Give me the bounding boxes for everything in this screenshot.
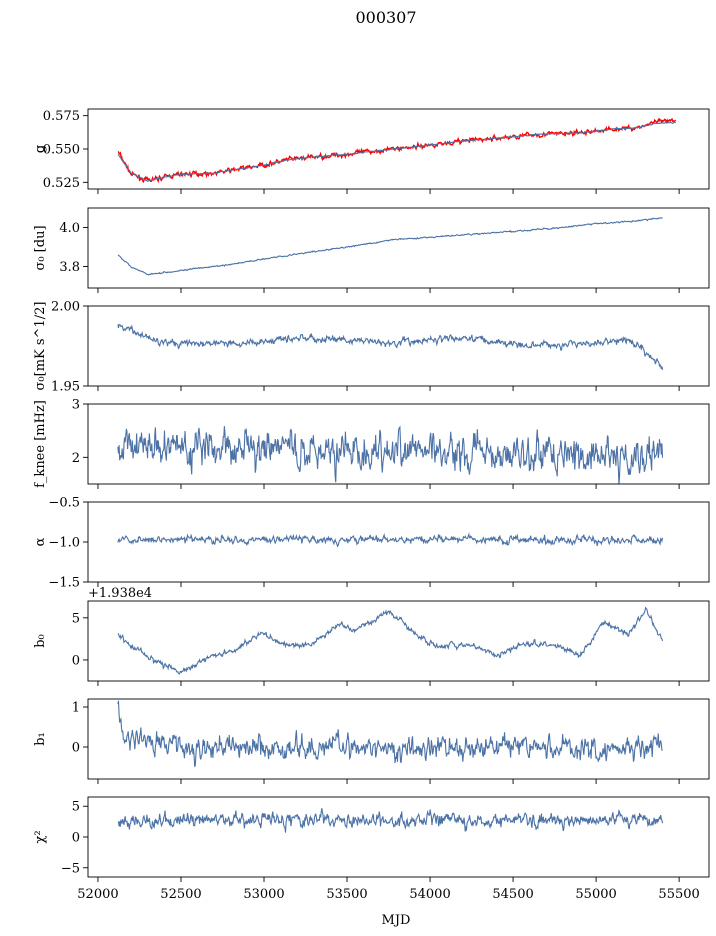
y-tick-label: −5 <box>61 861 80 876</box>
y-tick-label: −1.0 <box>48 536 80 551</box>
axes-frame <box>87 796 710 878</box>
axes-frame <box>87 207 710 289</box>
panel-b1: 0 1 b₁ <box>33 698 710 784</box>
series-line-sigma0_du-0 <box>117 217 663 276</box>
y-tick-label: −1.5 <box>48 576 80 591</box>
y-tick-label: 0.550 <box>43 143 80 158</box>
axes-frame <box>87 403 710 485</box>
y-tick-label: 0 <box>72 741 80 756</box>
y-axis-label: b₁ <box>33 732 48 746</box>
axes-frame <box>87 305 710 387</box>
panel-chi2: −5 0 5 χ² 52000 52500 53000 53500 54000 54500 5500… <box>33 796 710 902</box>
series-line-fknee-0 <box>117 425 664 484</box>
y-tick-label: 0.525 <box>43 176 80 191</box>
y-axis-label: f_knee [mHz] <box>33 400 48 488</box>
y-offset-text: +1.938e4 <box>88 586 152 601</box>
series-line-b1-0 <box>117 700 663 767</box>
x-tick-label: 55000 <box>575 887 616 902</box>
y-tick-label: 2.00 <box>51 300 80 315</box>
panels: 0.525 0.550 0.575 g 3.8 4.0 σ₀ [du] 1.95 2.00σ₀[… <box>33 108 710 902</box>
axes-frame <box>87 698 710 780</box>
series-line-alpha-0 <box>117 532 664 548</box>
panel-g: 0.525 0.550 0.575 g <box>33 108 710 194</box>
x-tick-label: 53000 <box>243 887 284 902</box>
series-line-g-0 <box>117 117 677 184</box>
x-tick-label: 52500 <box>160 887 201 902</box>
figure-title: 000307 <box>355 8 416 27</box>
panel-alpha: −1.5 −1.0 −0.5 α <box>33 496 710 591</box>
x-tick-label: 55500 <box>658 887 699 902</box>
y-tick-label: 4.0 <box>59 221 80 236</box>
y-tick-label: 5 <box>72 611 80 626</box>
series-line-chi2-0 <box>117 808 664 833</box>
y-tick-label: 2 <box>72 451 80 466</box>
series-line-g-1 <box>117 121 676 182</box>
x-tick-label: 54000 <box>409 887 450 902</box>
axes-frame <box>87 600 710 682</box>
y-tick-label: 0 <box>72 831 80 846</box>
y-tick-label: 3.8 <box>59 260 80 275</box>
panel-sigma0_du: 3.8 4.0 σ₀ [du] <box>33 207 710 293</box>
y-axis-label: b₀ <box>33 634 48 648</box>
series-line-sigma0_mK-0 <box>117 324 664 370</box>
y-axis-label: α <box>33 537 48 546</box>
x-tick-label: 53500 <box>326 887 367 902</box>
y-tick-label: 5 <box>72 800 80 815</box>
x-tick-label: 54500 <box>492 887 533 902</box>
y-axis-label: χ² <box>33 830 48 843</box>
y-tick-label: 1 <box>72 701 80 716</box>
panel-b0: 0 5 b₀ +1.938e4 <box>33 586 710 686</box>
y-tick-label: −0.5 <box>48 496 80 511</box>
series-line-b0-0 <box>117 606 664 675</box>
y-tick-label: 0 <box>72 653 80 668</box>
y-axis-label: σ₀ [du] <box>33 225 48 270</box>
y-axis-label: σ₀[mK s^1/2] <box>33 302 48 391</box>
panel-fknee: 2 3 f_knee [mHz] <box>33 398 710 489</box>
y-axis-label: g <box>33 145 48 153</box>
x-axis-label: MJD <box>382 913 411 928</box>
x-tick-label: 52000 <box>77 887 118 902</box>
y-tick-label: 1.95 <box>51 380 80 395</box>
y-tick-label: 0.575 <box>43 109 80 124</box>
y-tick-label: 3 <box>72 398 80 413</box>
